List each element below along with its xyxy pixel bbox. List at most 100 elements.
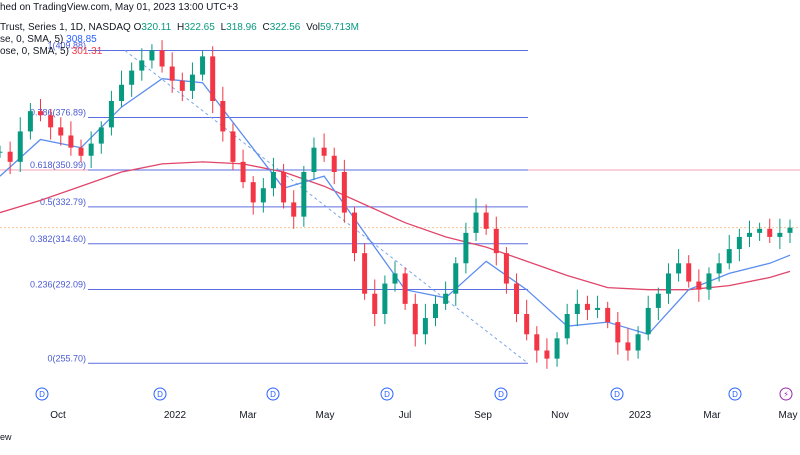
- candle-body: [473, 212, 479, 233]
- candle-body: [524, 314, 530, 335]
- open-label: O: [133, 22, 142, 33]
- candle-body: [453, 263, 459, 294]
- candle-body: [584, 303, 590, 310]
- candle-body: [372, 293, 378, 314]
- fib-label: 0.618(350.99): [30, 160, 86, 170]
- candle-body: [179, 80, 185, 91]
- open-value: 320.11: [141, 22, 172, 33]
- flash-event-marker: [779, 387, 793, 401]
- candle-body: [230, 131, 236, 162]
- close-label: C: [262, 22, 270, 33]
- candle-body: [331, 155, 337, 172]
- candle-body: [433, 303, 439, 319]
- dividend-event-marker: [35, 387, 49, 401]
- candle-body: [200, 56, 206, 75]
- candle-body: [119, 84, 125, 101]
- candle-body: [321, 147, 327, 156]
- published-text: hed on TradingView.com, May 01, 2023 13:…: [0, 2, 239, 13]
- candle-body: [260, 188, 266, 203]
- fib-label: 0.5(332.79): [40, 197, 86, 207]
- candle-body: [635, 334, 641, 351]
- x-axis-label: Mar: [239, 410, 257, 421]
- candle-body: [159, 50, 165, 67]
- volume-value: 59.713M: [320, 22, 359, 33]
- candle-body: [676, 263, 682, 274]
- fib-label: 1(409.88): [47, 41, 86, 51]
- candle-body: [250, 182, 256, 203]
- candle-body: [757, 228, 763, 233]
- ma-slow-value: 301.31: [71, 46, 103, 57]
- x-axis-label: Oct: [50, 410, 66, 421]
- candle-body: [787, 227, 793, 233]
- event-marker-label: ⚡: [783, 390, 789, 399]
- candle-body: [483, 212, 489, 229]
- symbol-ohlc-line: Trust, Series 1, 1D, NASDAQ O320.11 H 322…: [0, 22, 362, 34]
- dividend-event-marker: [153, 387, 167, 401]
- fib-label: 0(255.70): [47, 353, 86, 363]
- candle-body: [149, 50, 155, 61]
- candle-body: [645, 307, 651, 335]
- symbol-name: Trust, Series 1, 1D, NASDAQ: [0, 22, 131, 33]
- candle-body: [412, 303, 418, 335]
- ma-slow-label: ose, 0, SMA, 5): [0, 46, 69, 57]
- candle-body: [422, 318, 428, 335]
- candle-body: [493, 228, 499, 254]
- candle-body: [240, 161, 246, 183]
- candle-body: [655, 293, 661, 308]
- candle-body: [48, 115, 54, 128]
- candle-body: [544, 350, 550, 359]
- event-marker-label: D: [270, 390, 276, 399]
- candle-body: [98, 127, 104, 144]
- candle-body: [27, 111, 33, 132]
- candle-body: [38, 111, 44, 116]
- candle-body: [665, 273, 671, 294]
- candle-body: [736, 236, 742, 250]
- ma-fast-legend[interactable]: se, 0, SMA, 5) 308.85: [0, 34, 97, 46]
- candle-body: [169, 66, 175, 81]
- candle-body: [68, 135, 74, 148]
- candle-body: [746, 232, 752, 237]
- candle-body: [696, 281, 702, 290]
- candle-body: [301, 172, 307, 217]
- candle-body: [402, 273, 408, 304]
- candle-body: [767, 228, 773, 237]
- candle-body: [726, 249, 732, 264]
- low-value: 318.96: [226, 22, 257, 33]
- candle-body: [625, 342, 631, 351]
- candle-body: [311, 147, 317, 172]
- candle-body: [58, 127, 64, 136]
- candle-body: [554, 338, 560, 359]
- candle-body: [463, 232, 469, 264]
- event-marker-label: D: [39, 390, 45, 399]
- candle-body: [210, 56, 216, 101]
- ma-slow-line: [0, 161, 791, 291]
- ma-slow-legend[interactable]: ose, 0, SMA, 5) 301.31: [0, 46, 102, 58]
- candle-body: [564, 314, 570, 339]
- candle-body: [514, 283, 520, 314]
- dividend-event-marker: [266, 387, 280, 401]
- event-marker-label: D: [384, 390, 390, 399]
- candle-body: [0, 151, 3, 153]
- dividend-event-marker: [380, 387, 394, 401]
- x-axis-label: Sep: [474, 410, 492, 421]
- footer-label: ew: [0, 432, 12, 442]
- candle-body: [615, 322, 621, 343]
- dividend-event-marker: [728, 387, 742, 401]
- candle-body: [716, 263, 722, 274]
- candle-body: [595, 307, 601, 310]
- ma-fast-label: se, 0, SMA, 5): [0, 34, 64, 45]
- x-axis-label: May: [316, 410, 335, 421]
- high-label: H: [176, 22, 185, 33]
- candle-body: [686, 263, 692, 282]
- event-marker-label: D: [732, 390, 738, 399]
- candle-body: [362, 253, 368, 294]
- candle-body: [392, 273, 398, 284]
- candle-body: [88, 143, 94, 156]
- candle-body: [351, 212, 357, 254]
- candle-body: [78, 147, 84, 156]
- candle-body: [777, 232, 783, 237]
- close-value: 322.56: [269, 22, 301, 33]
- candle-body: [503, 253, 509, 284]
